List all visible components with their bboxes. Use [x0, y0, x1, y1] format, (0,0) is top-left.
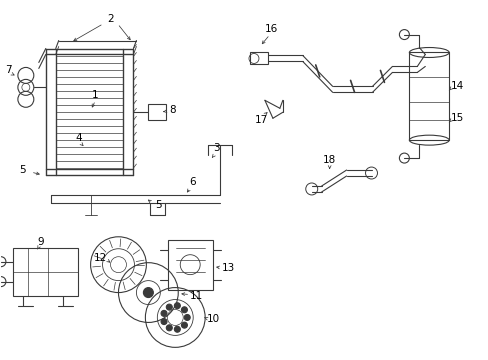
Text: 16: 16 [264, 24, 278, 33]
Circle shape [181, 322, 187, 328]
Circle shape [161, 319, 167, 325]
Text: 17: 17 [255, 115, 268, 125]
Text: 2: 2 [107, 14, 114, 24]
Text: 11: 11 [189, 291, 203, 301]
Text: 3: 3 [212, 143, 219, 153]
Circle shape [174, 303, 180, 309]
Circle shape [161, 310, 167, 316]
Circle shape [166, 325, 172, 331]
Text: 10: 10 [206, 314, 219, 324]
Text: 9: 9 [38, 237, 44, 247]
Text: 15: 15 [449, 113, 463, 123]
Text: 13: 13 [221, 263, 234, 273]
Text: 1: 1 [92, 90, 99, 100]
Text: 4: 4 [75, 133, 82, 143]
Text: 5: 5 [20, 165, 26, 175]
Text: 12: 12 [94, 253, 107, 263]
Text: 6: 6 [188, 177, 195, 187]
Text: 7: 7 [5, 66, 12, 76]
Bar [13, 248, 78, 296]
Bar [148, 104, 166, 120]
Bar [249, 53, 267, 64]
Circle shape [184, 315, 190, 320]
Circle shape [166, 304, 172, 310]
Bar [408, 53, 448, 140]
Text: 8: 8 [169, 105, 175, 115]
Circle shape [174, 326, 180, 332]
Circle shape [143, 288, 153, 298]
Text: 5: 5 [155, 200, 162, 210]
Text: 18: 18 [323, 155, 336, 165]
Circle shape [181, 307, 187, 313]
Text: 14: 14 [449, 81, 463, 91]
Bar [168, 240, 213, 289]
